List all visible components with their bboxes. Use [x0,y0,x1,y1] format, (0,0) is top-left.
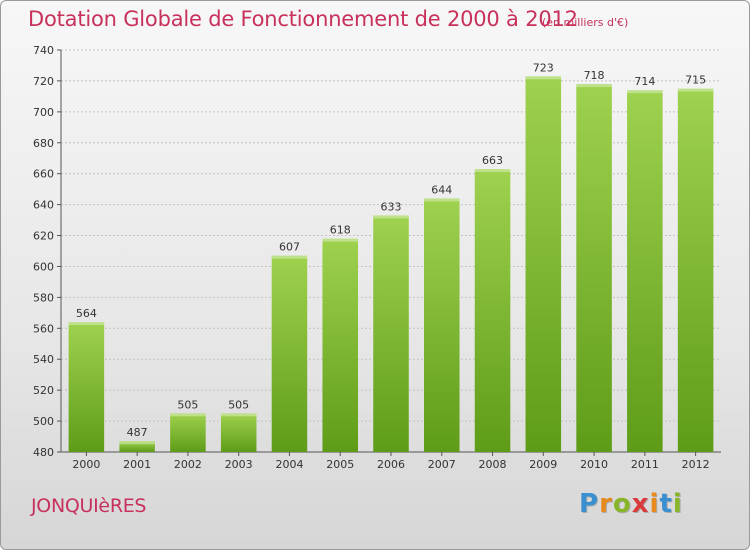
bar-2001 [119,441,155,452]
chart-unit: (en milliers d'€) [542,16,629,29]
bar-highlight [220,413,257,417]
bar-highlight [525,76,562,80]
data-label-2003: 505 [228,398,249,411]
x-tick-label: 2000 [72,458,100,471]
x-tick-label: 2002 [174,458,202,471]
y-tick-label: 640 [33,199,54,212]
bar-2004 [271,255,308,452]
bars [68,76,714,453]
data-label-2005: 618 [330,224,351,237]
x-tick-label: 2004 [275,458,303,471]
bar-2000 [68,322,105,452]
y-tick-label: 660 [33,168,54,181]
logo-letter: r [599,489,613,519]
x-tick-label: 2008 [479,458,507,471]
y-tick-label: 520 [33,384,54,397]
bar-highlight [170,413,206,417]
y-tick-label: 600 [33,260,54,273]
y-tick-label: 480 [33,446,54,459]
y-tick-labels: 480 500 520 540 560 580 600 620 640 660 680 700 720 7… [33,44,54,459]
commune-name: JONQUIèRES [31,495,147,517]
y-tick-label: 620 [33,230,54,243]
bar-2007 [424,198,460,452]
bar-2002 [170,413,206,452]
logo-letter: t [659,489,673,519]
logo-letter: i [672,489,683,519]
y-tick-label: 500 [33,415,54,428]
bar-highlight [119,441,155,445]
logo-letter: x [631,489,650,519]
chart-title: Dotation Globale de Fonctionnement de 20… [28,7,578,31]
x-tick-label: 2011 [631,458,659,471]
bar-highlight [474,169,511,173]
bar-highlight [68,322,105,326]
data-label-2010: 718 [584,69,605,82]
y-tick-label: 580 [33,291,54,304]
logo-letter: P [579,489,600,519]
data-labels: 564 487 505 505 607 618 633 644 663 723 718 714 715 [76,61,706,439]
bar-2012 [677,88,714,453]
y-tick-label: 680 [33,137,54,150]
data-label-2004: 607 [279,241,300,254]
x-tick-label: 2006 [377,458,405,471]
bar-highlight [373,215,409,219]
logo-letter: o [612,489,632,519]
bar-2011 [627,90,663,452]
x-tick-label: 2003 [225,458,253,471]
x-tick-label: 2012 [682,458,710,471]
bar-highlight [322,238,358,242]
bar-highlight [627,90,663,94]
bar-2008 [474,169,511,453]
bar-2003 [220,413,257,452]
bar-highlight [271,255,308,259]
x-tick-label: 2007 [428,458,456,471]
bar-2005 [322,238,358,452]
bar-2009 [525,76,562,453]
y-tick-label: 720 [33,75,54,88]
data-label-2007: 644 [431,183,452,196]
data-label-2000: 564 [76,307,97,320]
bar-2010 [576,84,612,452]
data-label-2011: 714 [634,75,655,88]
bar-highlight [576,84,612,88]
bar-highlight [424,198,460,202]
bar-highlight [677,88,714,92]
y-tick-label: 740 [33,44,54,57]
y-tick-label: 700 [33,106,54,119]
data-label-2006: 633 [381,200,402,213]
data-label-2008: 663 [482,154,503,167]
x-tick-label: 2005 [326,458,354,471]
data-label-2001: 487 [127,426,148,439]
x-tick-label: 2009 [529,458,557,471]
x-tick-label: 2010 [580,458,608,471]
x-tick-labels: 2000 2001 2002 2003 2004 2005 2006 2007 2008 2009… [72,458,709,471]
proxiti-logo[interactable]: Proxiti [579,489,683,519]
data-label-2012: 715 [685,74,706,87]
logo-letter: i [649,489,660,519]
y-tick-label: 540 [33,353,54,366]
bar-2006 [373,215,409,452]
data-label-2002: 505 [177,398,198,411]
data-label-2009: 723 [533,61,554,74]
x-tick-label: 2001 [123,458,151,471]
y-tick-label: 560 [33,322,54,335]
